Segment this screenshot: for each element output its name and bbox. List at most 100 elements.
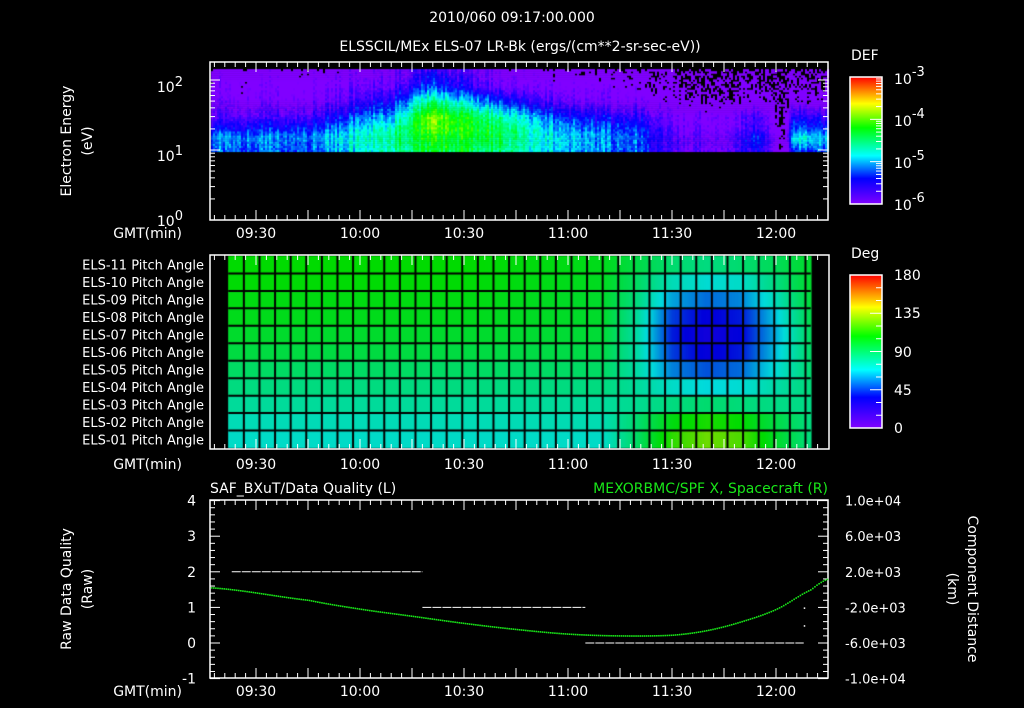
spacecraft-x-point <box>483 625 486 627</box>
spacecraft-x-point <box>749 618 752 620</box>
spacecraft-x-point <box>321 602 323 604</box>
deg-colorbar-label: 180 <box>894 268 921 284</box>
spacecraft-x-point <box>317 601 319 603</box>
spacecraft-x-point <box>699 631 702 633</box>
spacecraft-x-point <box>227 588 230 591</box>
spacecraft-x-point <box>385 612 388 614</box>
spacecraft-x-point <box>525 629 527 632</box>
distance-axis-label: Component Distance <box>964 516 980 663</box>
spacecraft-x-point <box>537 630 540 633</box>
spacecraft-x-point <box>687 632 689 635</box>
spacecraft-x-point <box>726 625 729 627</box>
spacecraft-x-point <box>479 624 481 627</box>
spacecraft-x-point <box>329 603 332 606</box>
spacecraft-x-point <box>716 627 718 630</box>
spacecraft-x-point <box>604 634 606 637</box>
quality-panel-title-left: SAF_BXuT/Data Quality (L) <box>210 481 396 497</box>
spacecraft-x-point <box>589 634 592 637</box>
spacecraft-x-point <box>225 588 228 590</box>
spacecraft-x-point <box>733 623 735 625</box>
spacecraft-x-point <box>678 633 681 636</box>
spacecraft-x-point <box>768 611 770 614</box>
spacecraft-x-point <box>647 635 650 637</box>
def-colorbar-label: 10-4 <box>894 107 925 130</box>
spacecraft-x-point <box>458 621 461 624</box>
time-tick-label: 09:30 <box>236 684 276 700</box>
spacecraft-x-point <box>529 630 531 632</box>
spacecraft-x-point <box>383 611 386 614</box>
spacecraft-x-point <box>504 627 506 630</box>
pitch-row-label: ELS-05 Pitch Angle <box>82 363 204 378</box>
spacecraft-x-point <box>256 592 259 594</box>
spacecraft-x-point <box>693 632 696 634</box>
spacecraft-x-point <box>242 590 244 592</box>
spacecraft-x-point <box>606 634 608 637</box>
time-tick-label: 10:00 <box>340 457 380 473</box>
distance-tick-label: -6.0e+03 <box>845 637 906 652</box>
spacecraft-x-point <box>572 633 575 636</box>
gmt-axis-label: GMT(min) <box>113 226 182 242</box>
spacecraft-x-point <box>406 614 409 617</box>
spacecraft-x-point <box>770 610 773 613</box>
spacecraft-x-point <box>331 603 334 606</box>
spacecraft-x-point <box>468 623 471 625</box>
deg-colorbar-title: Deg <box>851 246 879 262</box>
spacecraft-x-point <box>506 627 508 630</box>
spacecraft-x-point <box>213 587 215 589</box>
pitch-angle-panel: 09:30 10:00 10:30 11:00 11:30 12:00 ELS-11 Pi… <box>82 246 921 473</box>
spacecraft-x-point <box>635 635 637 637</box>
quality-point <box>803 625 806 627</box>
spacecraft-x-point <box>599 634 602 637</box>
spacecraft-x-point <box>689 632 691 635</box>
spacecraft-x-point <box>805 591 808 593</box>
spacecraft-x-point <box>568 633 571 635</box>
spacecraft-x-point <box>493 626 496 628</box>
distance-tick-label: 6.0e+03 <box>845 530 901 545</box>
spacecraft-x-point <box>418 616 421 619</box>
spacecraft-x-point <box>601 634 604 637</box>
spacecraft-x-point <box>470 623 473 626</box>
spacecraft-x-point <box>722 626 725 628</box>
pitch-row-label: ELS-10 Pitch Angle <box>82 276 204 291</box>
spacecraft-x-point <box>429 617 431 620</box>
spacecraft-x-point <box>799 594 802 597</box>
quality-panel-series <box>210 571 829 644</box>
energy-tick-label: 100 <box>157 209 183 230</box>
spacecraft-x-point <box>248 591 250 593</box>
spacecraft-x-point <box>622 635 625 637</box>
spacecraft-x-point <box>664 634 666 637</box>
spacecraft-x-point <box>772 609 775 612</box>
spacecraft-x-point <box>701 630 704 633</box>
time-tick-label: 09:30 <box>236 226 276 242</box>
spacecraft-x-point <box>260 592 263 595</box>
spacecraft-x-point <box>265 593 267 596</box>
spacecraft-x-point <box>427 617 429 620</box>
spacecraft-x-point <box>620 635 623 637</box>
spacecraft-x-point <box>820 581 822 584</box>
spacecraft-x-point <box>614 635 617 637</box>
spacecraft-x-point <box>433 618 436 621</box>
spacecraft-x-point <box>452 621 454 623</box>
quality-panel-frame <box>209 499 829 679</box>
quality-tick-label: -1 <box>182 672 196 688</box>
spacecraft-x-point <box>294 597 296 600</box>
spacecraft-x-point <box>543 631 546 634</box>
spacecraft-x-point <box>554 632 556 634</box>
spacecraft-x-point <box>643 635 646 637</box>
spacecraft-x-point <box>323 602 325 605</box>
spacecraft-x-point <box>477 624 479 626</box>
spacecraft-x-point <box>552 632 554 634</box>
spacecraft-x-point <box>254 592 257 594</box>
spacecraft-x-point <box>456 621 458 624</box>
spacecraft-x-point <box>292 597 294 600</box>
spacecraft-x-point <box>439 619 442 622</box>
spacecraft-x-point <box>346 606 348 608</box>
spacecraft-x-point <box>308 599 311 602</box>
spacecraft-x-point <box>633 635 635 637</box>
pitch-row-label: ELS-01 Pitch Angle <box>82 433 204 448</box>
pitch-row-label: ELS-11 Pitch Angle <box>82 259 204 274</box>
spacecraft-x-point <box>356 607 359 610</box>
spacecraft-x-point <box>306 599 309 601</box>
spacecraft-x-point <box>431 618 434 620</box>
